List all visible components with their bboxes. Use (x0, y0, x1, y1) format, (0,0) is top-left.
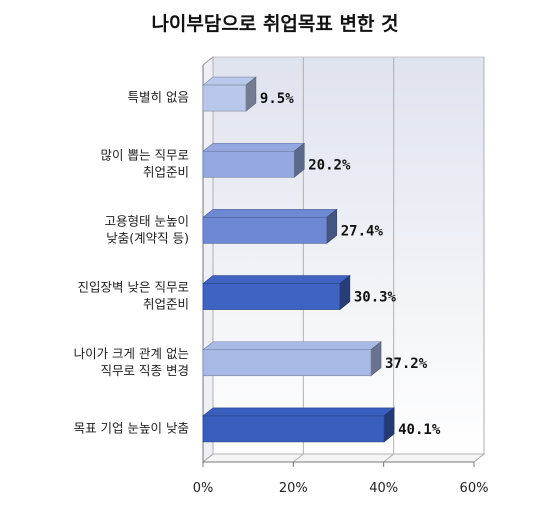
x-tick-label: 20% (279, 481, 308, 496)
bar-top (202, 341, 382, 351)
bar-front (202, 150, 295, 178)
side-wall (202, 55, 214, 464)
x-tick-label: 0% (193, 481, 214, 496)
bar (202, 208, 338, 245)
category-label-line: 낮춤(계약직 등) (106, 230, 189, 245)
category-label-line: 목표 기업 눈높이 낮춤 (74, 420, 189, 435)
bar-front (202, 415, 385, 443)
bar-top (202, 142, 306, 152)
floor (201, 453, 486, 463)
bar-top (202, 209, 338, 218)
bar-top (202, 407, 395, 417)
gridline-floor (293, 453, 304, 463)
bar (202, 76, 257, 112)
x-tick-label: 40% (369, 481, 398, 496)
bar-front (202, 84, 247, 112)
data-label: 9.5% (260, 91, 294, 107)
bar-front (202, 217, 328, 244)
back-wall (212, 56, 485, 455)
data-label: 27.4% (341, 223, 384, 239)
bar-front (202, 283, 341, 310)
data-label: 37.2% (385, 356, 428, 372)
category-label-line: 고용형태 눈높이 (105, 213, 189, 228)
category-label-line: 취업준비 (143, 164, 189, 179)
bar (202, 341, 382, 377)
bar-front (202, 349, 372, 377)
gridline-floor (383, 453, 394, 463)
bar (202, 142, 306, 178)
x-tick-label: 60% (460, 481, 489, 496)
category-label-line: 특별히 없음 (128, 90, 189, 105)
category-label-line: 진입장벽 낮은 직무로 (78, 280, 189, 295)
bar (202, 407, 395, 443)
category-label-line: 취업준비 (143, 297, 189, 312)
category-label: 목표 기업 눈높이 낮춤 (74, 420, 189, 435)
gridline-floor (473, 453, 485, 463)
category-label-line: 나이가 크게 관계 없는 (74, 346, 189, 361)
category-label-line: 직무로 직종 변경 (101, 363, 189, 378)
gridline-floor (202, 453, 214, 463)
chart-title: 나이부담으로 취업목표 변한 것 (151, 13, 398, 35)
bar-top (202, 275, 351, 284)
data-label: 20.2% (308, 157, 351, 173)
data-label: 30.3% (354, 290, 397, 306)
data-label: 40.1% (398, 422, 441, 438)
bar (202, 274, 351, 311)
category-label: 특별히 없음 (128, 90, 189, 105)
category-label-line: 많이 뽑는 직무로 (101, 147, 189, 162)
